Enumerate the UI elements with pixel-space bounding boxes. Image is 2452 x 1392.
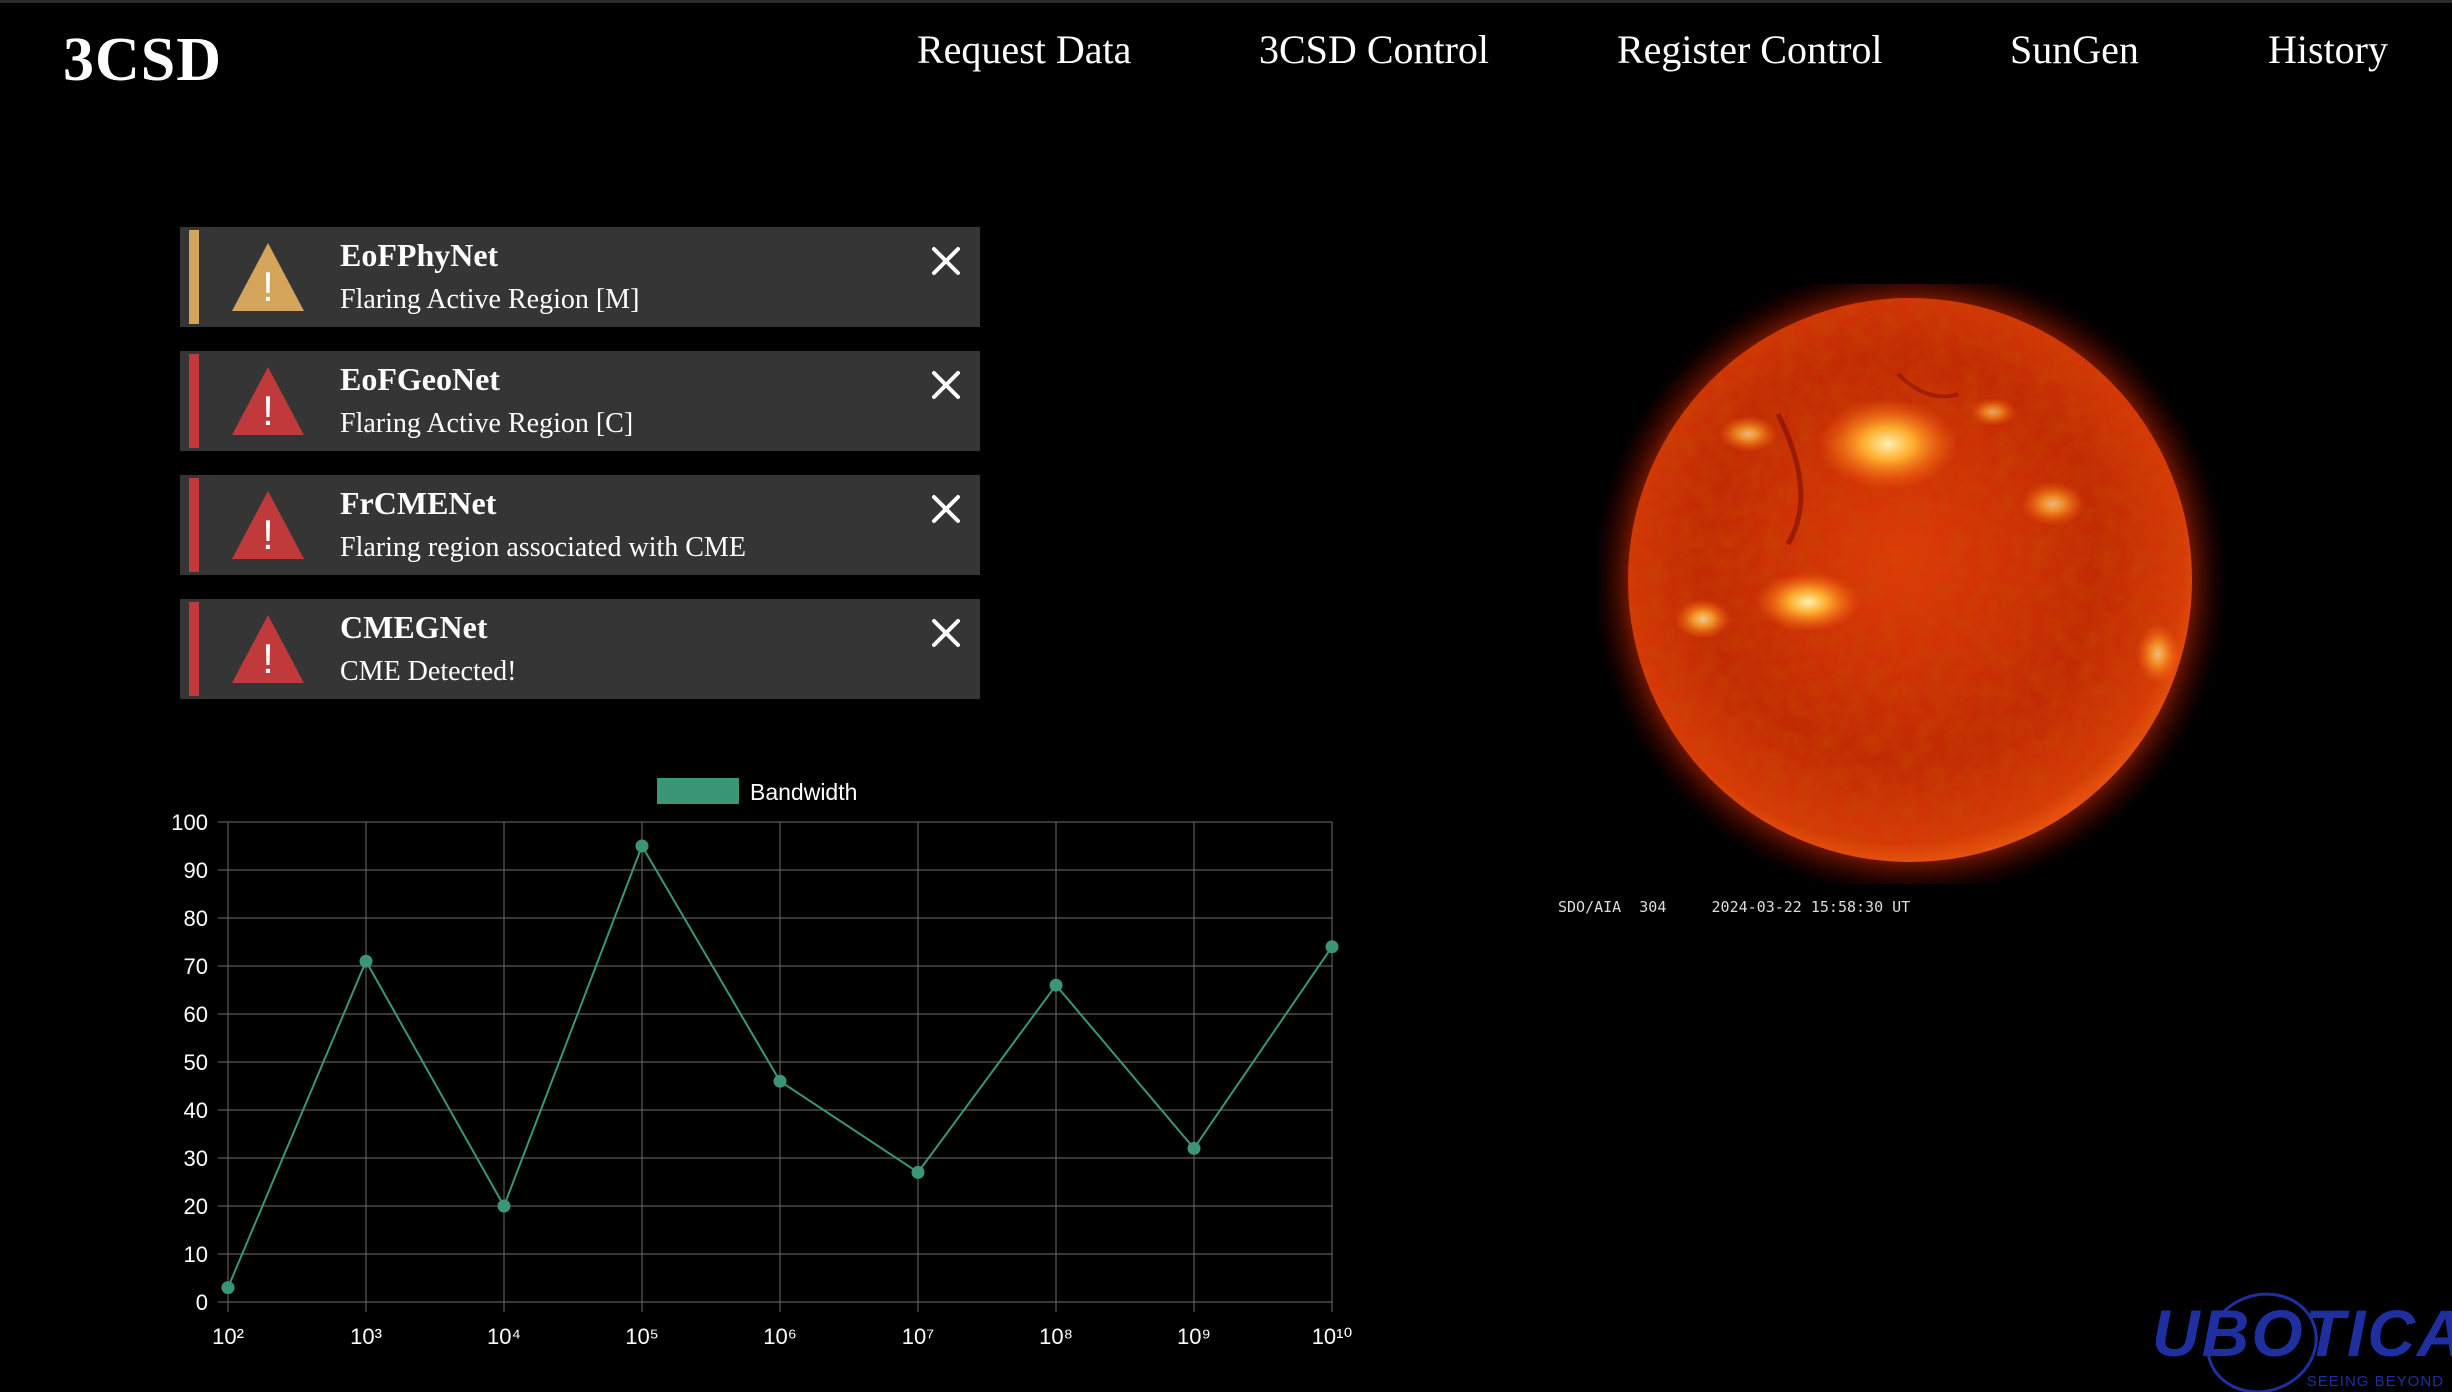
x-tick-label: 10⁸ (1039, 1324, 1073, 1349)
logo-tagline: SEEING BEYOND (2306, 1373, 2444, 1390)
data-point (635, 839, 649, 853)
alert-triangle-icon: ! (232, 491, 304, 559)
nav-request-data[interactable]: Request Data (917, 27, 1132, 72)
nav-register-control[interactable]: Register Control (1617, 27, 1883, 72)
chart-series (221, 839, 1339, 1295)
alert-message: Flaring Active Region [C] (340, 408, 634, 439)
data-point (1187, 1141, 1201, 1155)
alerts-panel: ! EoFPhyNet Flaring Active Region [M] ! … (180, 227, 980, 723)
legend-swatch (657, 778, 739, 804)
logo-text: UBOTICA (2152, 1296, 2452, 1370)
alert-card: ! EoFGeoNet Flaring Active Region [C] (180, 351, 980, 451)
data-point (497, 1199, 511, 1213)
alert-card: ! CMEGNet CME Detected! (180, 599, 980, 699)
alert-message: Flaring Active Region [M] (340, 284, 640, 315)
alert-title: EoFPhyNet (340, 237, 499, 273)
brand-logo[interactable]: 3CSD (63, 26, 223, 94)
alert-title: CMEGNet (340, 609, 488, 645)
y-tick-label: 80 (184, 906, 208, 931)
x-tick-label: 10⁶ (763, 1324, 797, 1349)
data-point (1049, 978, 1063, 992)
alert-message: Flaring region associated with CME (340, 532, 746, 563)
nav-3csd-control[interactable]: 3CSD Control (1259, 27, 1490, 72)
data-point (1325, 940, 1339, 954)
chart-legend[interactable]: Bandwidth (657, 778, 857, 805)
alert-severity-stripe (189, 230, 199, 324)
sun-image-caption: SDO/AIA 304 2024-03-22 15:58:30 UT (1558, 898, 1911, 916)
alert-severity-stripe (189, 354, 199, 448)
close-icon[interactable] (926, 241, 966, 281)
x-tick-label: 10² (212, 1324, 244, 1349)
alert-card: ! FrCMENet Flaring region associated wit… (180, 475, 980, 575)
svg-text:!: ! (262, 263, 274, 310)
alert-title: FrCMENet (340, 485, 497, 521)
x-tick-label: 10³ (350, 1324, 382, 1349)
y-tick-label: 10 (184, 1242, 208, 1267)
y-tick-label: 0 (196, 1290, 208, 1315)
alert-severity-stripe (189, 478, 199, 572)
svg-text:!: ! (262, 387, 274, 434)
alert-message: CME Detected! (340, 656, 517, 687)
x-tick-label: 10⁴ (487, 1324, 521, 1349)
y-tick-label: 90 (184, 858, 208, 883)
legend-label: Bandwidth (750, 779, 857, 805)
data-point (911, 1165, 925, 1179)
data-point (359, 954, 373, 968)
data-point (773, 1074, 787, 1088)
y-tick-label: 30 (184, 1146, 208, 1171)
ubotica-logo: UBOTICA SEEING BEYOND (2140, 1285, 2452, 1392)
main-nav: Request Data 3CSD Control Register Contr… (0, 26, 2452, 86)
sun-image (1598, 284, 2228, 884)
x-axis-ticks: 10² 10³ 10⁴ 10⁵ 10⁶ 10⁷ 10⁸ 10⁹ 10¹⁰ (212, 1324, 1352, 1349)
alert-triangle-icon: ! (232, 367, 304, 435)
x-tick-label: 10¹⁰ (1312, 1324, 1353, 1349)
nav-sungen[interactable]: SunGen (2010, 27, 2139, 72)
alert-title: EoFGeoNet (340, 361, 500, 397)
nav-history[interactable]: History (2268, 27, 2388, 72)
x-tick-label: 10⁹ (1177, 1324, 1211, 1349)
y-tick-label: 20 (184, 1194, 208, 1219)
alert-severity-stripe (189, 602, 199, 696)
close-icon[interactable] (926, 489, 966, 529)
warning-triangle-icon: ! (232, 243, 304, 311)
svg-text:!: ! (262, 511, 274, 558)
alert-triangle-icon: ! (232, 615, 304, 683)
y-tick-label: 60 (184, 1002, 208, 1027)
data-point (221, 1281, 235, 1295)
y-tick-label: 70 (184, 954, 208, 979)
close-icon[interactable] (926, 613, 966, 653)
svg-text:!: ! (262, 635, 274, 682)
top-border (0, 0, 2452, 3)
logo-swoosh-icon (2206, 1292, 2318, 1392)
alert-card: ! EoFPhyNet Flaring Active Region [M] (180, 227, 980, 327)
x-tick-label: 10⁵ (625, 1324, 659, 1349)
chart-grid (218, 821, 1333, 1312)
y-axis-ticks: 0 10 20 30 40 50 60 70 80 90 100 (171, 810, 208, 1315)
close-icon[interactable] (926, 365, 966, 405)
x-tick-label: 10⁷ (902, 1324, 934, 1349)
y-tick-label: 100 (171, 810, 208, 835)
y-tick-label: 50 (184, 1050, 208, 1075)
y-tick-label: 40 (184, 1098, 208, 1123)
